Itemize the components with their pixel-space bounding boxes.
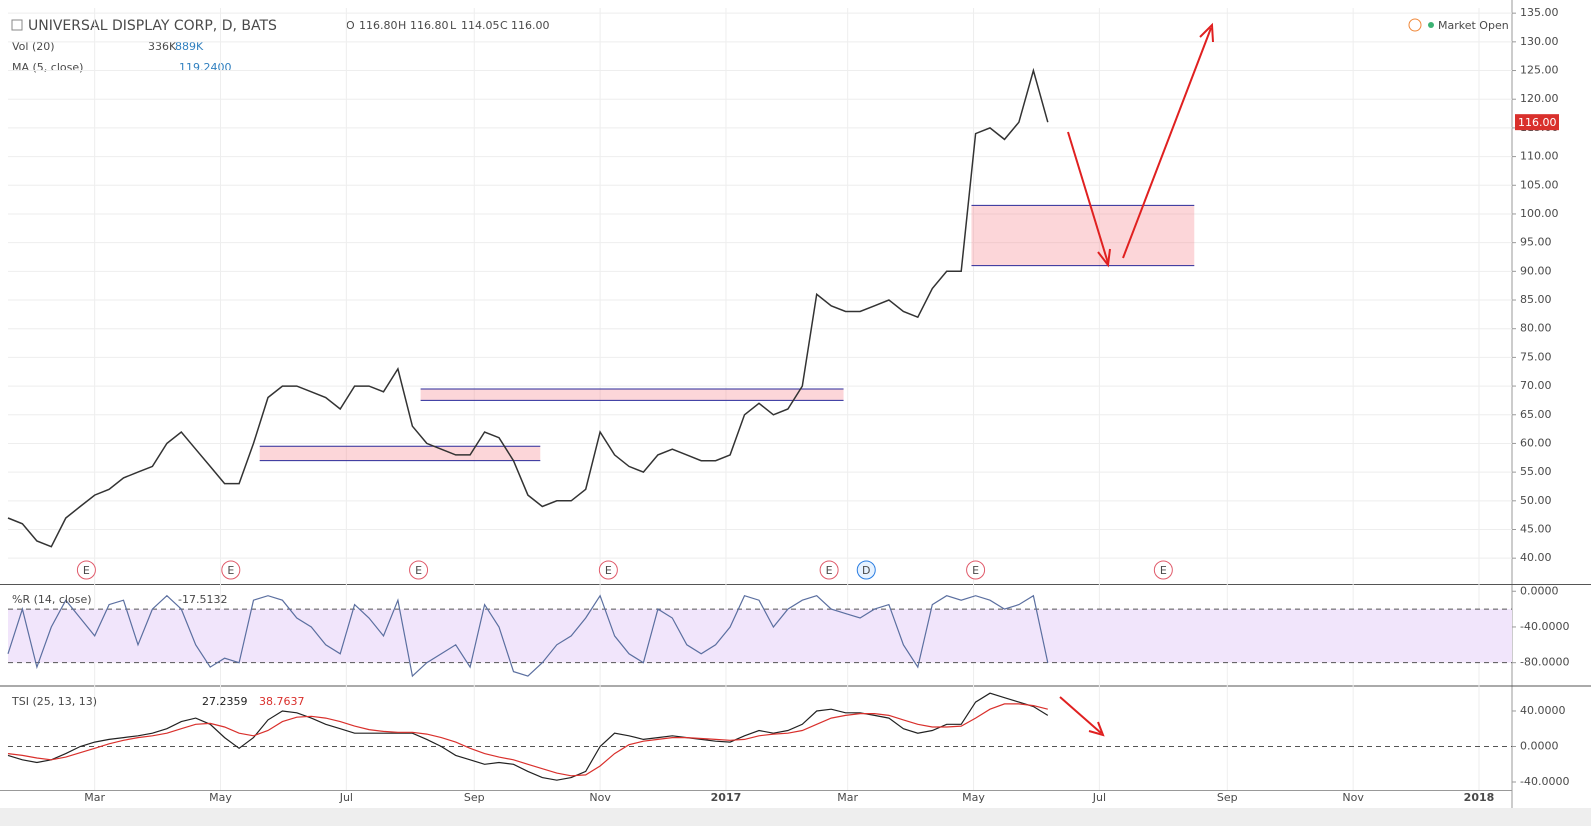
indicator-value: -17.5132 xyxy=(178,593,227,606)
level-band xyxy=(8,609,1512,663)
event-marker xyxy=(856,560,876,580)
event-marker xyxy=(598,560,618,580)
ohlc-key: C xyxy=(500,19,508,32)
y-tick-label: 40.00 xyxy=(1520,551,1552,564)
event-label: E xyxy=(605,564,612,577)
x-tick-label: Nov xyxy=(1342,791,1364,804)
x-tick-label: Mar xyxy=(837,791,858,804)
y-tick-label: 85.00 xyxy=(1520,293,1552,306)
y-tick-label: -80.0000 xyxy=(1520,656,1569,669)
zone xyxy=(420,388,844,401)
ohlc-value: 116.80 xyxy=(410,19,449,32)
arrow-head xyxy=(1199,22,1214,43)
event-label: E xyxy=(1160,564,1167,577)
event-label: E xyxy=(826,564,833,577)
x-tick-label: 2017 xyxy=(711,791,742,804)
event-marker xyxy=(1153,560,1173,580)
price-line xyxy=(7,67,1049,548)
price-tag xyxy=(1515,114,1559,131)
arrow-head xyxy=(1088,721,1105,737)
y-tick-label: 110.00 xyxy=(1520,150,1559,163)
market-status: Market Open xyxy=(1438,19,1509,32)
arrow xyxy=(1059,696,1102,734)
x-tick-label: Nov xyxy=(589,791,611,804)
y-tick-label: 130.00 xyxy=(1520,35,1559,48)
x-tick-label: Jul xyxy=(1092,791,1106,804)
x-tick-label: Sep xyxy=(1217,791,1238,804)
event-marker xyxy=(819,560,839,580)
symbol: UNIVERSAL DISPLAY CORP, D, BATS xyxy=(28,18,277,34)
ohlc-key: O xyxy=(346,19,355,32)
x-tick-label: Jul xyxy=(339,791,353,804)
y-tick-label: 0.0000 xyxy=(1520,584,1559,597)
ma-value: 119.2400 xyxy=(179,61,232,74)
event-label: E xyxy=(227,564,234,577)
y-tick-label: 45.00 xyxy=(1520,522,1552,535)
y-tick-label: 95.00 xyxy=(1520,236,1552,249)
y-tick-label: 100.00 xyxy=(1520,207,1559,220)
indicator-value: 27.2359 xyxy=(202,695,248,708)
y-tick-label: 40.0000 xyxy=(1520,704,1566,717)
zone xyxy=(971,205,1195,266)
y-tick-label: 75.00 xyxy=(1520,350,1552,363)
arrow-head xyxy=(1097,248,1111,268)
ohlc-key: L xyxy=(450,19,457,32)
annotation-arrows xyxy=(1059,22,1214,737)
indicator-title: TSI (25, 13, 13) xyxy=(11,695,97,708)
y-tick-label: -40.0000 xyxy=(1520,620,1569,633)
price-tag-label: 116.00 xyxy=(1518,116,1557,129)
volume-average: 889K xyxy=(175,40,204,53)
event-label: D xyxy=(862,564,870,577)
status-icon xyxy=(1408,18,1422,32)
ohlc-value: 114.05 xyxy=(461,19,500,32)
y-tick-label: 70.00 xyxy=(1520,379,1552,392)
y-tick-label: 105.00 xyxy=(1520,178,1559,191)
y-tick-label: 125.00 xyxy=(1520,64,1559,77)
arrow xyxy=(1122,27,1212,259)
ma-name: MA (5, close) xyxy=(12,61,83,74)
event-label: E xyxy=(415,564,422,577)
ohlc-value: 116.80 xyxy=(359,19,398,32)
y-tick-label: -40.0000 xyxy=(1520,775,1569,788)
price-line xyxy=(7,594,1049,678)
event-marker xyxy=(76,560,96,580)
arrow xyxy=(1067,131,1109,264)
indicator-line xyxy=(7,692,1049,781)
event-label: E xyxy=(83,564,90,577)
y-tick-label: 50.00 xyxy=(1520,494,1552,507)
event-marker xyxy=(966,560,986,580)
event-marker xyxy=(409,560,429,580)
y-tick-label: 80.00 xyxy=(1520,322,1552,335)
ohlc-value: 116.00 xyxy=(511,19,550,32)
indicator-line xyxy=(7,703,1048,777)
y-tick-label: 135.00 xyxy=(1520,6,1559,19)
x-tick-label: Sep xyxy=(464,791,485,804)
x-tick-label: May xyxy=(962,791,985,804)
zone xyxy=(259,446,541,461)
y-tick-label: 60.00 xyxy=(1520,436,1552,449)
y-tick-label: 55.00 xyxy=(1520,465,1552,478)
volume-value: 336K xyxy=(148,40,177,53)
bottom-bar xyxy=(0,808,1591,826)
x-tick-label: Mar xyxy=(84,791,105,804)
status-dot xyxy=(1428,22,1434,28)
event-label: E xyxy=(972,564,979,577)
indicator-title: %R (14, close) xyxy=(12,593,92,606)
collapse-icon[interactable] xyxy=(11,19,23,31)
x-tick-label: 2018 xyxy=(1464,791,1495,804)
ohlc-key: H xyxy=(398,19,406,32)
y-tick-label: 90.00 xyxy=(1520,264,1552,277)
x-tick-label: May xyxy=(209,791,232,804)
event-marker xyxy=(221,560,241,580)
y-tick-label: 120.00 xyxy=(1520,92,1559,105)
volume-name: Vol (20) xyxy=(12,40,55,53)
y-tick-label: 0.0000 xyxy=(1520,739,1559,752)
y-tick-label: 65.00 xyxy=(1520,408,1552,421)
indicator-value: 38.7637 xyxy=(259,695,305,708)
